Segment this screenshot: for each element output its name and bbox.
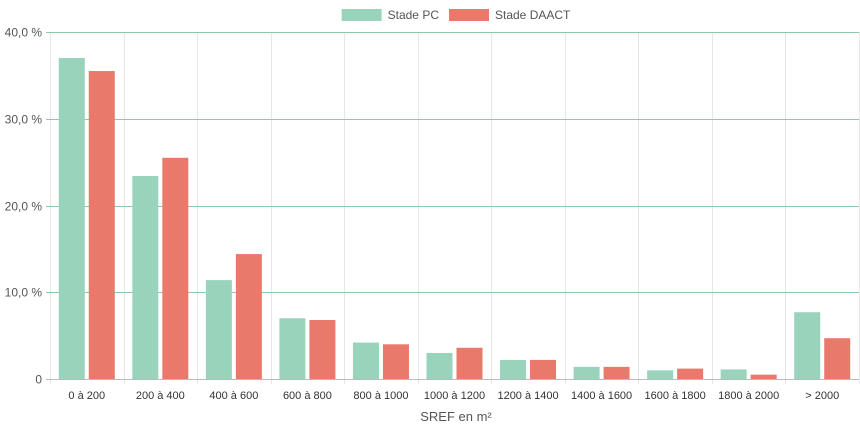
bar-stade-daact[interactable] [88,71,115,379]
bar-stade-pc[interactable] [426,352,453,379]
x-axis-title: SREF en m² [420,409,492,424]
y-tick-label: 0 [35,373,42,387]
axis-layer: 0 10,0 % 20,0 % 30,0 % 40,0 % 0 à 200 200 à 40… [5,26,840,403]
legend-label: Stade PC [388,8,440,22]
bar-stade-daact[interactable] [382,344,409,379]
bar-stade-pc[interactable] [205,280,232,379]
bar-stade-pc[interactable] [352,342,379,379]
x-tick-label: 1200 à 1400 [497,390,558,402]
bar-stade-daact[interactable] [603,366,630,379]
bar-stade-pc[interactable] [132,176,159,379]
y-tick-label: 10,0 % [5,286,43,300]
bar-stade-daact[interactable] [750,374,777,379]
bar-stade-pc[interactable] [573,366,600,379]
x-tick-label: 1800 à 2000 [718,390,779,402]
legend-item-stade-pc[interactable]: Stade PC [341,8,440,22]
bar-stade-daact[interactable] [530,359,557,379]
legend-item-stade-daact[interactable]: Stade DAACT [449,8,571,22]
legend-swatch [341,9,382,21]
legend-label: Stade DAACT [495,8,571,22]
bar-stade-pc[interactable] [720,369,747,379]
y-tick-label: 40,0 % [5,26,43,40]
x-tick-label: 600 à 800 [283,390,332,402]
x-tick-label: 0 à 200 [68,390,105,402]
bar-stade-daact[interactable] [677,368,704,379]
bar-stade-daact[interactable] [309,320,336,379]
x-tick-label: 800 à 1000 [353,390,408,402]
bar-stade-pc[interactable] [794,312,821,379]
bar-stade-daact[interactable] [456,347,483,379]
bar-stade-pc[interactable] [58,58,85,380]
legend[interactable]: Stade PC Stade DAACT [341,8,571,22]
y-tick-label: 30,0 % [5,113,43,127]
bar-stade-daact[interactable] [235,254,262,379]
legend-swatch [449,9,489,21]
x-tick-label: 400 à 600 [209,390,258,402]
x-tick-label: 1000 à 1200 [424,390,485,402]
bar-stade-pc[interactable] [500,359,527,379]
y-tick-label: 20,0 % [5,200,43,214]
bar-stade-pc[interactable] [279,318,306,379]
x-tick-label: > 2000 [805,390,839,402]
x-tick-label: 1600 à 1800 [645,390,706,402]
x-tick-label: 1400 à 1600 [571,390,632,402]
bars-layer [58,58,851,380]
x-tick-label: 200 à 400 [136,390,185,402]
bar-stade-daact[interactable] [824,338,851,379]
bar-stade-pc[interactable] [647,370,674,379]
bar-stade-daact[interactable] [162,157,189,379]
